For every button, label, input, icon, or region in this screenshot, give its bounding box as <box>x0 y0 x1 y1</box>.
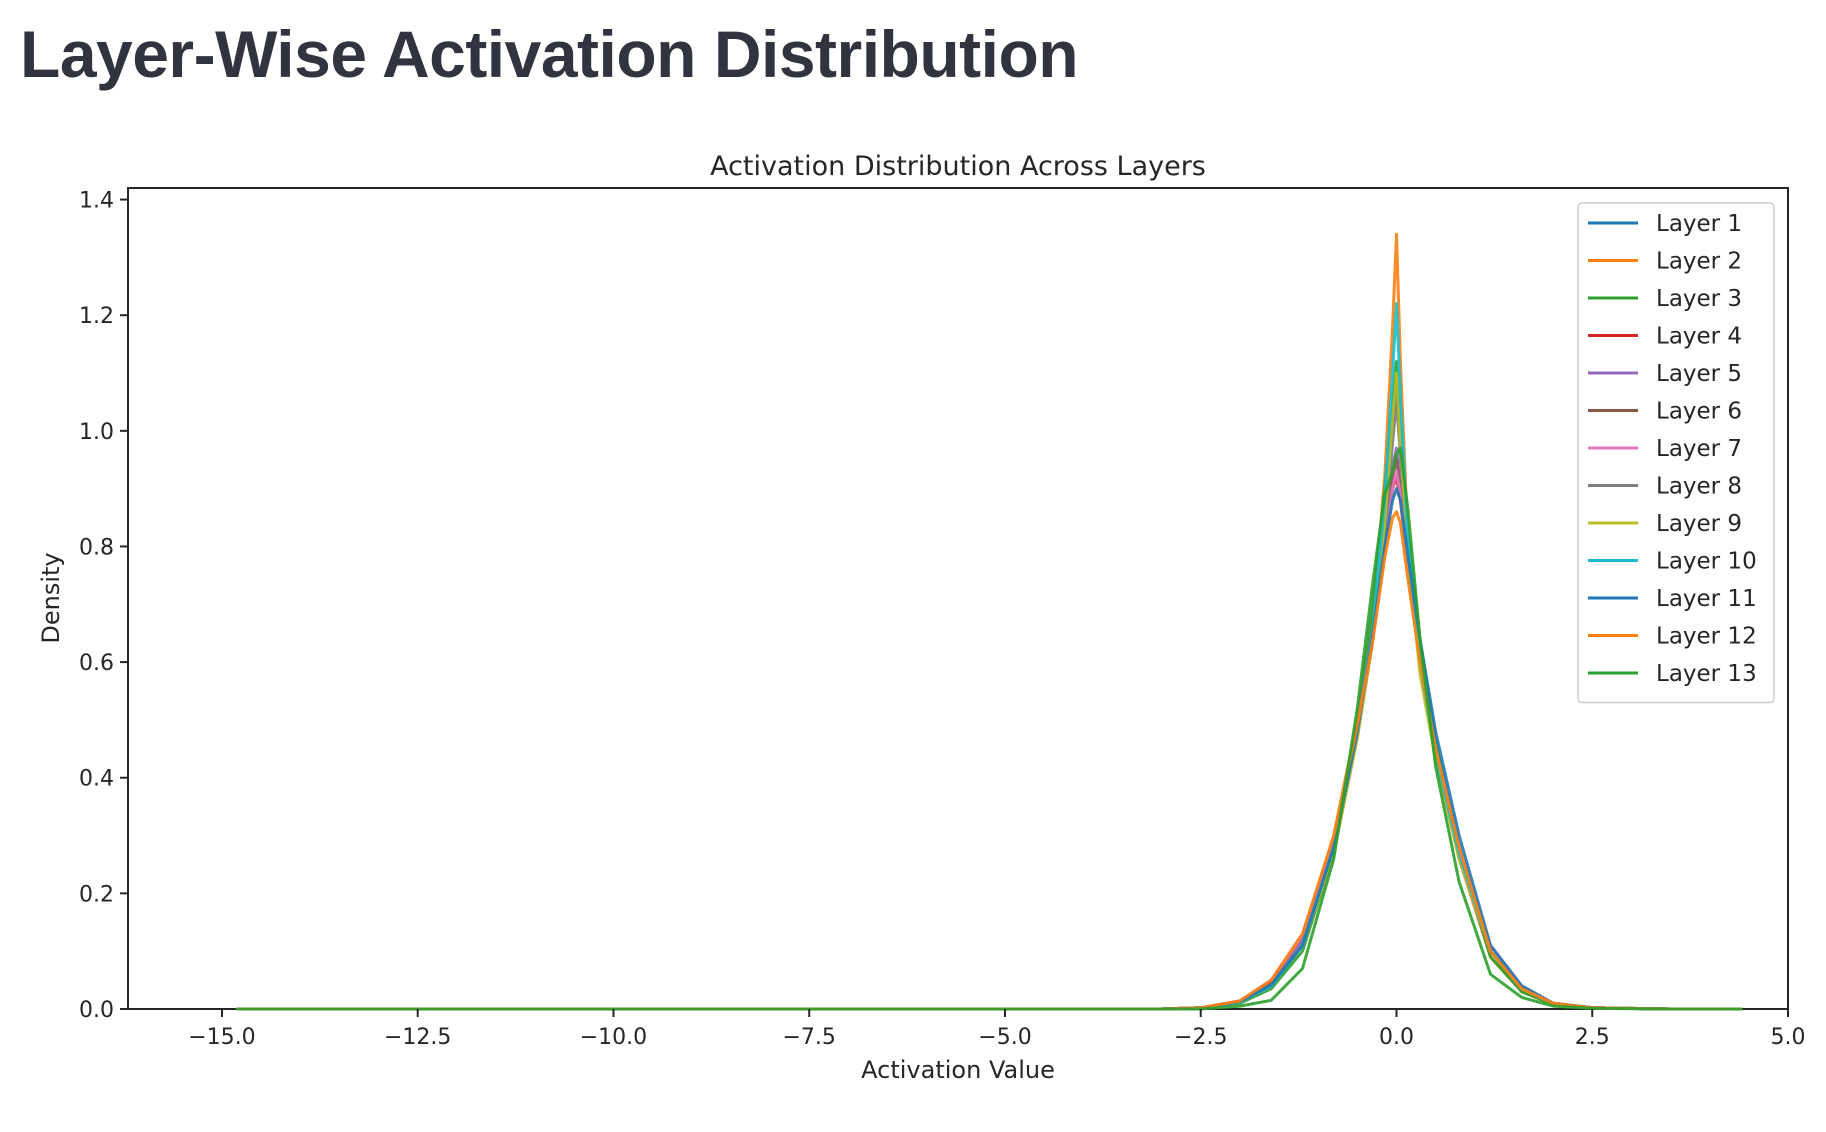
legend-label: Layer 4 <box>1656 324 1742 350</box>
x-tick-label: −7.5 <box>783 1025 836 1050</box>
x-tick-label: −10.0 <box>580 1025 647 1050</box>
x-tick-label: 5.0 <box>1771 1025 1806 1050</box>
legend-label: Layer 7 <box>1656 436 1742 462</box>
series-line-layer-6 <box>236 458 1743 1011</box>
plot-frame <box>127 187 1789 1010</box>
series-line-layer-12 <box>236 510 1743 1011</box>
chart-title: Activation Distribution Across Layers <box>710 151 1206 182</box>
x-tick-label: −12.5 <box>384 1025 451 1050</box>
x-tick-label: 2.5 <box>1575 1025 1610 1050</box>
y-axis: 0.0 0.2 0.4 0.6 0.8 1.0 1.2 1.4 <box>79 189 128 1023</box>
legend-label: Layer 8 <box>1656 474 1742 500</box>
y-tick-label: 0.4 <box>79 767 114 792</box>
legend-label: Layer 6 <box>1656 399 1742 425</box>
activation-distribution-chart: Activation Distribution Across Layers −1… <box>37 151 1806 1084</box>
y-tick-label: 1.2 <box>79 304 114 329</box>
legend: Layer 1 Layer 2 Layer 3 Layer 4 Layer 5 Layer… <box>1577 202 1775 704</box>
series-line-layer-7 <box>236 469 1743 1011</box>
x-tick-label: 0.0 <box>1379 1025 1414 1050</box>
x-tick-label: −15.0 <box>188 1025 255 1050</box>
y-axis-label: Density <box>37 552 65 643</box>
legend-label: Layer 5 <box>1656 361 1742 387</box>
legend-label: Layer 3 <box>1656 286 1742 312</box>
series-line-layer-1 <box>236 383 1743 1011</box>
legend-label: Layer 13 <box>1656 661 1757 687</box>
y-tick-label: 0.0 <box>79 998 114 1023</box>
legend-label: Layer 9 <box>1656 511 1742 537</box>
plot-area <box>127 187 1789 1011</box>
series-lines <box>236 232 1743 1011</box>
legend-label: Layer 11 <box>1656 586 1757 612</box>
series-line-layer-3 <box>236 360 1743 1011</box>
x-axis: −15.0 −12.5 −10.0 −7.5 −5.0 −2.5 0.0 2.5 5.0 <box>188 1009 1806 1050</box>
legend-label: Layer 10 <box>1656 549 1757 575</box>
series-line-layer-9 <box>236 371 1743 1011</box>
series-line-layer-13 <box>236 446 1743 1011</box>
y-tick-label: 1.0 <box>79 420 114 445</box>
series-line-layer-10 <box>236 302 1743 1011</box>
y-tick-label: 0.8 <box>79 535 114 560</box>
legend-box <box>1577 202 1775 704</box>
page-title: Layer-Wise Activation Distribution <box>20 17 1079 91</box>
y-tick-label: 0.6 <box>79 651 114 676</box>
x-tick-label: −2.5 <box>1174 1025 1227 1050</box>
y-tick-label: 0.2 <box>79 882 114 907</box>
series-line-layer-11 <box>236 487 1743 1011</box>
legend-label: Layer 12 <box>1656 624 1757 650</box>
series-line-layer-8 <box>236 400 1743 1011</box>
series-line-layer-2 <box>236 232 1743 1011</box>
series-line-layer-4 <box>236 475 1743 1011</box>
legend-label: Layer 1 <box>1656 211 1742 237</box>
legend-label: Layer 2 <box>1656 249 1742 275</box>
x-axis-label: Activation Value <box>861 1056 1055 1084</box>
x-tick-label: −5.0 <box>978 1025 1031 1050</box>
y-tick-label: 1.4 <box>79 189 114 214</box>
series-line-layer-5 <box>236 446 1743 1011</box>
